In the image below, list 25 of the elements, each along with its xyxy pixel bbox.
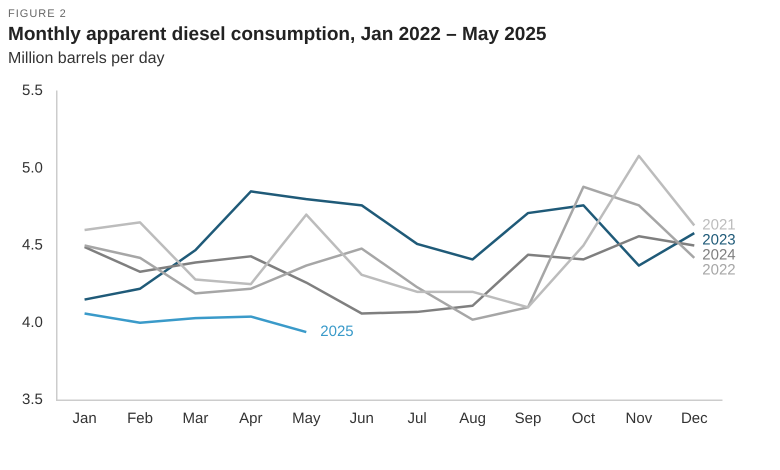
x-tick-label: Jun: [350, 410, 374, 428]
y-tick-label: 5.0: [22, 159, 43, 176]
x-tick-label: May: [292, 410, 321, 428]
y-tick-label: 4.0: [22, 314, 43, 331]
caption: FIGURE 2: [8, 8, 68, 22]
y-tick-label: 4.5: [22, 236, 43, 254]
x-tick-label: Apr: [239, 410, 263, 428]
x-tick-label: Mar: [182, 410, 208, 428]
series-label: 2022: [702, 262, 736, 279]
x-tick-label: Jan: [72, 410, 97, 428]
x-tick-label: Sep: [514, 410, 542, 428]
chart-title: Monthly apparent diesel consumption, Jan 2022 – May 2025: [8, 24, 548, 46]
x-tick-label: Jul: [408, 410, 427, 428]
series-label: 2024: [702, 246, 736, 264]
series-label: 2021: [702, 216, 736, 234]
x-tick-label: Nov: [626, 410, 653, 428]
x-tick-label: Oct: [572, 410, 596, 428]
x-tick-label: Aug: [459, 410, 486, 428]
series-label: 2025: [320, 323, 354, 340]
y-tick-label: 5.5: [22, 82, 43, 100]
y-tick-label: 3.5: [22, 391, 43, 408]
x-tick-label: Dec: [680, 410, 708, 428]
series-label: 2023: [702, 232, 736, 249]
x-tick-label: Feb: [127, 410, 153, 428]
y-axis-title: Million barrels per day: [8, 50, 166, 68]
